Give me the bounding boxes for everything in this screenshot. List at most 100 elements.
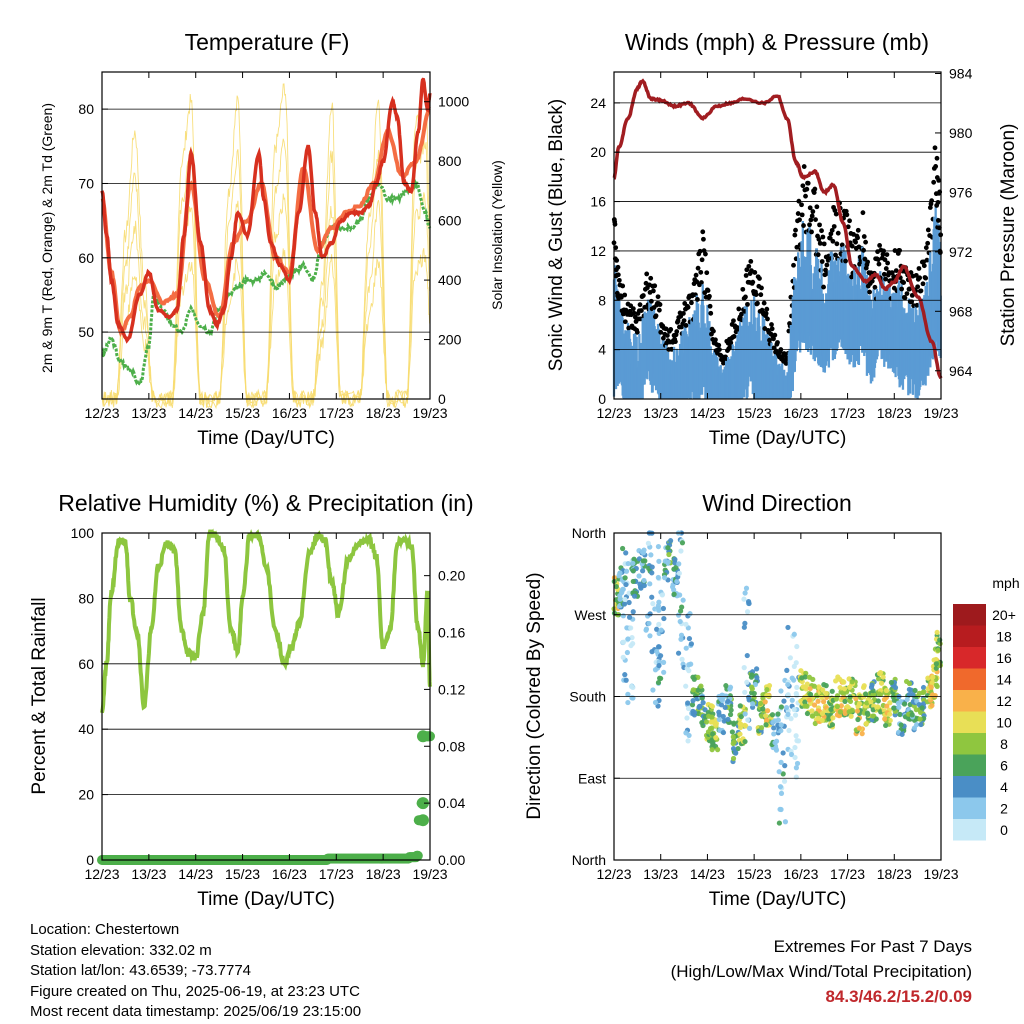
direction-point xyxy=(897,711,903,718)
direction-point xyxy=(854,708,861,714)
direction-point xyxy=(643,627,649,633)
direction-point xyxy=(625,691,631,698)
direction-point xyxy=(660,605,667,612)
direction-point xyxy=(933,656,939,663)
direction-point xyxy=(849,707,855,713)
direction-point xyxy=(933,682,939,688)
direction-point xyxy=(770,719,776,725)
dir-xlabel: Time (Day/UTC) xyxy=(709,889,847,910)
gust-point xyxy=(704,270,710,276)
direction-point xyxy=(786,727,792,734)
direction-point xyxy=(625,636,631,642)
gust-point xyxy=(685,304,691,310)
wind-xtick-label: 12/23 xyxy=(596,405,631,421)
gust-point xyxy=(872,284,878,290)
direction-point xyxy=(773,738,780,744)
direction-point xyxy=(909,712,915,718)
dir-legend-swatch xyxy=(953,604,986,626)
gust-point xyxy=(817,222,822,228)
direction-point xyxy=(678,608,684,614)
direction-point xyxy=(699,687,705,693)
direction-point xyxy=(745,717,751,723)
temp-2m-line xyxy=(100,77,432,344)
direction-point xyxy=(775,717,781,723)
gust-point xyxy=(844,212,850,218)
gust-point xyxy=(893,268,899,274)
direction-point xyxy=(802,699,808,705)
direction-point xyxy=(679,604,685,610)
direction-point xyxy=(698,683,704,689)
gust-point xyxy=(918,288,924,294)
direction-point xyxy=(649,594,655,600)
gust-point xyxy=(821,241,827,247)
gust-point xyxy=(622,292,628,298)
direction-point xyxy=(716,716,722,723)
gust-point xyxy=(755,300,760,306)
rh-xtick-label: 18/23 xyxy=(366,866,401,882)
gust-point xyxy=(745,301,750,307)
direction-point xyxy=(662,558,668,564)
temp-ytick-label: 80 xyxy=(78,101,94,117)
direction-point xyxy=(746,600,752,607)
direction-point xyxy=(892,684,899,691)
wind-ytick-label: 4 xyxy=(598,342,606,358)
direction-point xyxy=(875,704,881,710)
direction-point xyxy=(868,699,874,705)
extremes-subtitle: (High/Low/Max Wind/Total Precipitation) xyxy=(670,962,972,981)
direction-point xyxy=(718,702,725,708)
gust-point xyxy=(824,262,830,268)
direction-point xyxy=(811,702,818,708)
dir-ytick-label: West xyxy=(574,607,606,623)
direction-point xyxy=(674,578,680,585)
precip-point xyxy=(416,797,429,810)
dir-legend-swatch xyxy=(953,754,986,776)
direction-point xyxy=(777,806,783,812)
dir-legend-swatch xyxy=(953,797,986,819)
temp-xtick-label: 16/23 xyxy=(272,405,307,421)
direction-point xyxy=(904,696,910,703)
direction-point xyxy=(641,582,647,589)
direction-point xyxy=(798,698,804,704)
direction-point xyxy=(823,690,829,696)
direction-point xyxy=(742,738,748,745)
direction-point xyxy=(617,570,623,576)
gust-point xyxy=(727,344,733,350)
precip-point xyxy=(416,730,429,743)
gust-point xyxy=(830,238,836,244)
direction-point xyxy=(676,561,682,567)
gust-point xyxy=(834,241,840,247)
temp-y2label: Solar Insolation (Yellow) xyxy=(489,160,505,310)
gust-point xyxy=(807,205,813,211)
gust-point xyxy=(917,275,923,281)
gust-point xyxy=(752,270,758,275)
direction-point xyxy=(906,692,912,698)
direction-point xyxy=(623,568,630,574)
direction-point xyxy=(791,631,797,637)
gust-point xyxy=(861,234,867,239)
direction-point xyxy=(906,686,912,693)
direction-point xyxy=(684,715,690,721)
rh-ytick-label: 60 xyxy=(78,656,94,672)
direction-point xyxy=(898,722,904,728)
direction-point xyxy=(677,618,683,625)
direction-point xyxy=(710,731,716,737)
gust-point xyxy=(909,292,915,298)
gust-point xyxy=(860,210,866,216)
direction-point xyxy=(788,716,794,722)
direction-point xyxy=(841,686,848,692)
direction-point xyxy=(840,690,846,696)
gust-point xyxy=(650,288,656,294)
direction-point xyxy=(622,672,628,678)
dir-ytick-label: South xyxy=(569,689,606,705)
direction-point xyxy=(863,691,869,697)
gust-point xyxy=(867,289,872,295)
direction-point xyxy=(781,778,788,784)
rh-xtick-label: 13/23 xyxy=(131,866,166,882)
direction-point xyxy=(671,591,677,597)
rh-y2tick-label: 0.16 xyxy=(438,625,465,641)
direction-point xyxy=(709,714,715,720)
direction-point xyxy=(838,703,844,709)
direction-point xyxy=(683,621,689,627)
gust-point xyxy=(797,217,802,223)
gust-point xyxy=(743,273,749,278)
